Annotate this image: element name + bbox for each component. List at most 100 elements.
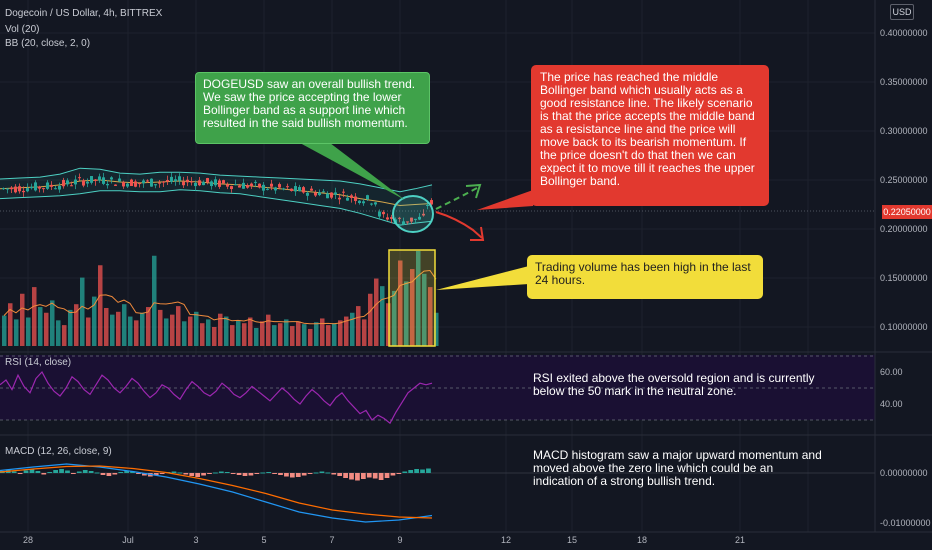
candle-body[interactable] bbox=[334, 192, 337, 195]
candle-body[interactable] bbox=[74, 179, 77, 185]
candle-body[interactable] bbox=[358, 200, 361, 203]
candle-body[interactable] bbox=[330, 192, 333, 198]
candlesticks[interactable] bbox=[2, 172, 433, 226]
candle-body[interactable] bbox=[346, 197, 349, 201]
candle-body[interactable] bbox=[254, 181, 257, 183]
candle-body[interactable] bbox=[42, 188, 45, 190]
candle-body[interactable] bbox=[26, 188, 29, 192]
candle-body[interactable] bbox=[62, 180, 65, 187]
candle-body[interactable] bbox=[218, 180, 221, 187]
candle-body[interactable] bbox=[22, 190, 25, 193]
candle-body[interactable] bbox=[82, 180, 85, 186]
candle-body[interactable] bbox=[298, 187, 301, 192]
candle-body[interactable] bbox=[202, 181, 205, 186]
candle-body[interactable] bbox=[122, 182, 125, 187]
candle-body[interactable] bbox=[326, 193, 329, 199]
currency-button[interactable]: USD bbox=[890, 4, 914, 20]
candle-body[interactable] bbox=[106, 183, 109, 186]
candle-body[interactable] bbox=[14, 186, 17, 193]
candle-body[interactable] bbox=[38, 186, 41, 189]
candle-body[interactable] bbox=[94, 179, 97, 181]
candle-body[interactable] bbox=[130, 179, 133, 187]
candle-body[interactable] bbox=[6, 188, 9, 190]
candle-body[interactable] bbox=[290, 188, 293, 191]
candle-body[interactable] bbox=[390, 217, 393, 219]
candle-body[interactable] bbox=[378, 211, 381, 217]
candle-body[interactable] bbox=[422, 213, 425, 216]
candle-body[interactable] bbox=[186, 179, 189, 183]
candle-body[interactable] bbox=[182, 181, 185, 186]
candle-body[interactable] bbox=[258, 183, 261, 188]
candle-body[interactable] bbox=[78, 177, 81, 179]
candle-body[interactable] bbox=[50, 184, 53, 187]
candle-body[interactable] bbox=[194, 182, 197, 187]
candle-body[interactable] bbox=[386, 217, 389, 220]
candle-body[interactable] bbox=[206, 178, 209, 183]
candle-body[interactable] bbox=[118, 178, 121, 182]
candle-body[interactable] bbox=[126, 183, 129, 187]
candle-body[interactable] bbox=[10, 187, 13, 190]
candle-body[interactable] bbox=[250, 183, 253, 186]
candle-body[interactable] bbox=[306, 192, 309, 196]
candle-body[interactable] bbox=[70, 185, 73, 187]
candle-body[interactable] bbox=[34, 182, 37, 191]
candle-body[interactable] bbox=[286, 186, 289, 188]
candle-body[interactable] bbox=[310, 188, 313, 191]
candle-body[interactable] bbox=[154, 184, 157, 186]
candle-body[interactable] bbox=[230, 186, 233, 190]
candle-body[interactable] bbox=[158, 182, 161, 184]
candle-body[interactable] bbox=[90, 176, 93, 183]
candle-body[interactable] bbox=[58, 185, 61, 190]
candle-body[interactable] bbox=[366, 195, 369, 200]
candle-body[interactable] bbox=[226, 184, 229, 187]
candle-body[interactable] bbox=[174, 179, 177, 182]
candle-body[interactable] bbox=[294, 186, 297, 192]
candle-body[interactable] bbox=[354, 196, 357, 201]
candle-body[interactable] bbox=[86, 181, 89, 184]
candle-body[interactable] bbox=[142, 180, 145, 184]
candle-body[interactable] bbox=[382, 212, 385, 215]
candle-body[interactable] bbox=[214, 179, 217, 186]
candle-body[interactable] bbox=[162, 181, 165, 183]
candle-body[interactable] bbox=[418, 216, 421, 220]
candle-body[interactable] bbox=[18, 186, 21, 192]
candle-body[interactable] bbox=[374, 202, 377, 205]
candle-body[interactable] bbox=[342, 191, 345, 193]
candle-body[interactable] bbox=[426, 204, 429, 206]
candle-body[interactable] bbox=[114, 184, 117, 186]
candle-body[interactable] bbox=[222, 180, 225, 184]
candle-body[interactable] bbox=[314, 192, 317, 196]
candle-body[interactable] bbox=[134, 181, 137, 187]
candle-body[interactable] bbox=[210, 181, 213, 187]
candle-body[interactable] bbox=[166, 180, 169, 182]
candle-body[interactable] bbox=[338, 197, 341, 200]
candle-body[interactable] bbox=[234, 184, 237, 186]
candle-body[interactable] bbox=[242, 182, 245, 189]
candle-body[interactable] bbox=[318, 192, 321, 196]
candle-body[interactable] bbox=[146, 180, 149, 182]
candle-body[interactable] bbox=[98, 176, 101, 181]
candle-body[interactable] bbox=[246, 185, 249, 188]
candle-body[interactable] bbox=[402, 221, 405, 225]
candle-body[interactable] bbox=[2, 188, 5, 190]
candle-body[interactable] bbox=[322, 191, 325, 193]
candle-body[interactable] bbox=[102, 177, 105, 184]
candle-body[interactable] bbox=[362, 201, 365, 204]
candle-body[interactable] bbox=[278, 184, 281, 188]
candle-body[interactable] bbox=[430, 200, 433, 205]
candle-body[interactable] bbox=[282, 188, 285, 190]
candle-body[interactable] bbox=[274, 187, 277, 191]
candle-body[interactable] bbox=[138, 183, 141, 185]
candle-body[interactable] bbox=[398, 217, 401, 219]
candle-body[interactable] bbox=[190, 181, 193, 183]
candle-body[interactable] bbox=[30, 186, 33, 189]
candle-body[interactable] bbox=[302, 187, 305, 193]
candle-body[interactable] bbox=[198, 180, 201, 186]
candle-body[interactable] bbox=[46, 182, 49, 189]
candle-body[interactable] bbox=[178, 176, 181, 181]
candle-body[interactable] bbox=[238, 185, 241, 188]
candle-body[interactable] bbox=[270, 183, 273, 187]
candle-body[interactable] bbox=[262, 184, 265, 191]
candle-body[interactable] bbox=[406, 221, 409, 223]
